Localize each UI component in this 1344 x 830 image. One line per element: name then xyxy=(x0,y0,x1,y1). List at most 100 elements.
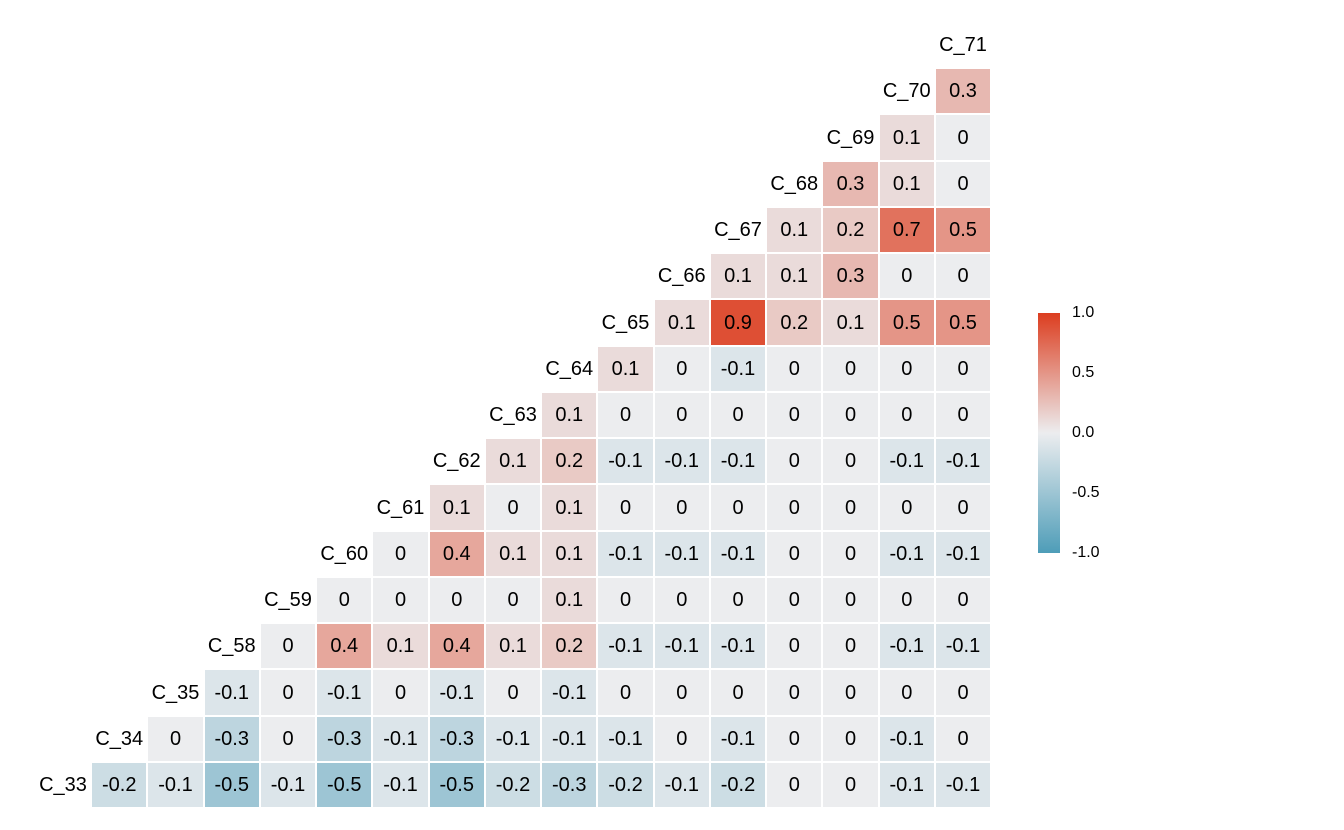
heatmap-cell: -0.1 xyxy=(934,530,992,577)
heatmap-cell: 0.1 xyxy=(766,253,823,300)
heatmap-cell: -0.1 xyxy=(541,715,598,762)
heatmap-cell: 0 xyxy=(484,669,542,716)
heatmap-cell: 0 xyxy=(878,391,935,439)
heatmap-cell: -0.1 xyxy=(484,715,542,762)
heatmap-cell: 0.1 xyxy=(878,160,935,207)
heatmap-cell: 0 xyxy=(259,669,317,716)
diagonal-variable-label: C_66 xyxy=(657,265,706,288)
heatmap-cell: 0 xyxy=(766,669,823,716)
heatmap-cell: -0.1 xyxy=(934,623,992,670)
heatmap-cell: -0.1 xyxy=(597,530,654,577)
heatmap-cell: 0 xyxy=(766,391,823,439)
heatmap-cell: -0.1 xyxy=(653,623,710,670)
heatmap-cell: 0 xyxy=(934,114,992,161)
heatmap-cell: -0.2 xyxy=(709,761,767,809)
heatmap-cell: 0 xyxy=(822,438,879,485)
heatmap-cell: 0 xyxy=(934,391,992,439)
heatmap-cell: 0.1 xyxy=(822,299,879,346)
legend-gradient-bar xyxy=(1038,313,1060,553)
legend-tick-label: 0.0 xyxy=(1072,424,1095,441)
diagonal-variable-label: C_60 xyxy=(320,542,369,565)
heatmap-cell: 0.1 xyxy=(484,530,542,577)
heatmap-cell: 0.1 xyxy=(766,206,823,254)
legend-tick-label: -0.5 xyxy=(1072,484,1100,501)
heatmap-cell: 0 xyxy=(597,576,654,624)
heatmap-cell: -0.1 xyxy=(709,345,767,392)
heatmap-cell: -0.1 xyxy=(259,761,317,809)
heatmap-cell: -0.1 xyxy=(203,669,260,716)
heatmap-cell: 0 xyxy=(766,530,823,577)
heatmap-cell: 0.1 xyxy=(653,299,710,346)
heatmap-cell: 0 xyxy=(709,669,767,716)
heatmap-cell: 0.7 xyxy=(878,206,935,254)
heatmap-cell: 0.2 xyxy=(822,206,879,254)
heatmap-cell: -0.1 xyxy=(934,438,992,485)
heatmap-cell: 0 xyxy=(653,391,710,439)
heatmap-cell: 0 xyxy=(934,484,992,531)
heatmap-cell: 0 xyxy=(653,484,710,531)
heatmap-cell: -0.2 xyxy=(597,761,654,809)
diagonal-variable-label: C_58 xyxy=(207,635,256,658)
heatmap-cell: -0.1 xyxy=(653,761,710,809)
heatmap-cell: 0 xyxy=(428,576,485,624)
heatmap-cell: 0.1 xyxy=(597,345,654,392)
diagonal-variable-label: C_64 xyxy=(545,357,594,380)
diagonal-variable-label: C_67 xyxy=(714,219,762,241)
heatmap-cell: -0.2 xyxy=(484,761,542,809)
heatmap-cell: 0 xyxy=(653,715,710,762)
heatmap-cell: 0.1 xyxy=(428,484,485,531)
heatmap-cell: -0.1 xyxy=(372,761,429,809)
heatmap-cell: 0.4 xyxy=(316,623,373,670)
heatmap-cell: 0 xyxy=(822,761,879,809)
heatmap-cell: -0.5 xyxy=(428,761,485,809)
heatmap-cell: 0 xyxy=(653,345,710,392)
heatmap-cell: -0.5 xyxy=(316,761,373,809)
diagonal-variable-label: C_70 xyxy=(882,80,931,103)
heatmap-cell: -0.1 xyxy=(934,761,992,809)
heatmap-cell: 0.1 xyxy=(484,438,542,485)
heatmap-cell: 0.5 xyxy=(934,299,992,346)
heatmap-cell: 0 xyxy=(766,438,823,485)
heatmap-cell: 0 xyxy=(878,576,935,624)
heatmap-cell: 0 xyxy=(766,484,823,531)
heatmap-cell: 0.9 xyxy=(709,299,767,346)
heatmap-cell: -0.2 xyxy=(91,761,148,809)
heatmap-cell: -0.1 xyxy=(709,715,767,762)
heatmap-cell: 0 xyxy=(372,576,429,624)
heatmap-cell: 0 xyxy=(709,484,767,531)
heatmap-cell: -0.3 xyxy=(203,715,260,762)
heatmap-cell: -0.3 xyxy=(316,715,373,762)
heatmap-cell: -0.1 xyxy=(597,623,654,670)
heatmap-cell: 0 xyxy=(597,391,654,439)
heatmap-cell: -0.1 xyxy=(878,761,935,809)
heatmap-cell: 0 xyxy=(653,669,710,716)
heatmap-cell: 0 xyxy=(766,576,823,624)
heatmap-cell: 0 xyxy=(822,391,879,439)
diagonal-variable-label: C_35 xyxy=(151,681,200,704)
heatmap-cell: -0.1 xyxy=(878,715,935,762)
heatmap-cell: 0.4 xyxy=(428,530,485,577)
heatmap-cell: -0.1 xyxy=(653,438,710,485)
heatmap-cell: 0 xyxy=(822,345,879,392)
heatmap-cell: 0 xyxy=(597,484,654,531)
heatmap-cell: 0 xyxy=(822,669,879,716)
heatmap-cell: 0.1 xyxy=(541,530,598,577)
heatmap-cell: 0.1 xyxy=(484,623,542,670)
heatmap-cell: 0.1 xyxy=(372,623,429,670)
diagonal-variable-label: C_59 xyxy=(264,589,312,611)
heatmap-cell: 0 xyxy=(316,576,373,624)
heatmap-cell: -0.1 xyxy=(709,530,767,577)
heatmap-cell: 0 xyxy=(934,253,992,300)
heatmap-cell: 0 xyxy=(934,576,992,624)
heatmap-cell: 0 xyxy=(484,484,542,531)
heatmap-cell: 0.1 xyxy=(541,576,598,624)
heatmap-cell: 0 xyxy=(934,160,992,207)
diagonal-variable-label: C_34 xyxy=(95,727,144,750)
heatmap-cell: 0.3 xyxy=(822,253,879,300)
heatmap-cell: 0.1 xyxy=(541,391,598,439)
heatmap-cell: 0.4 xyxy=(428,623,485,670)
heatmap-cell: 0 xyxy=(597,669,654,716)
diagonal-variable-label: C_61 xyxy=(376,496,425,519)
